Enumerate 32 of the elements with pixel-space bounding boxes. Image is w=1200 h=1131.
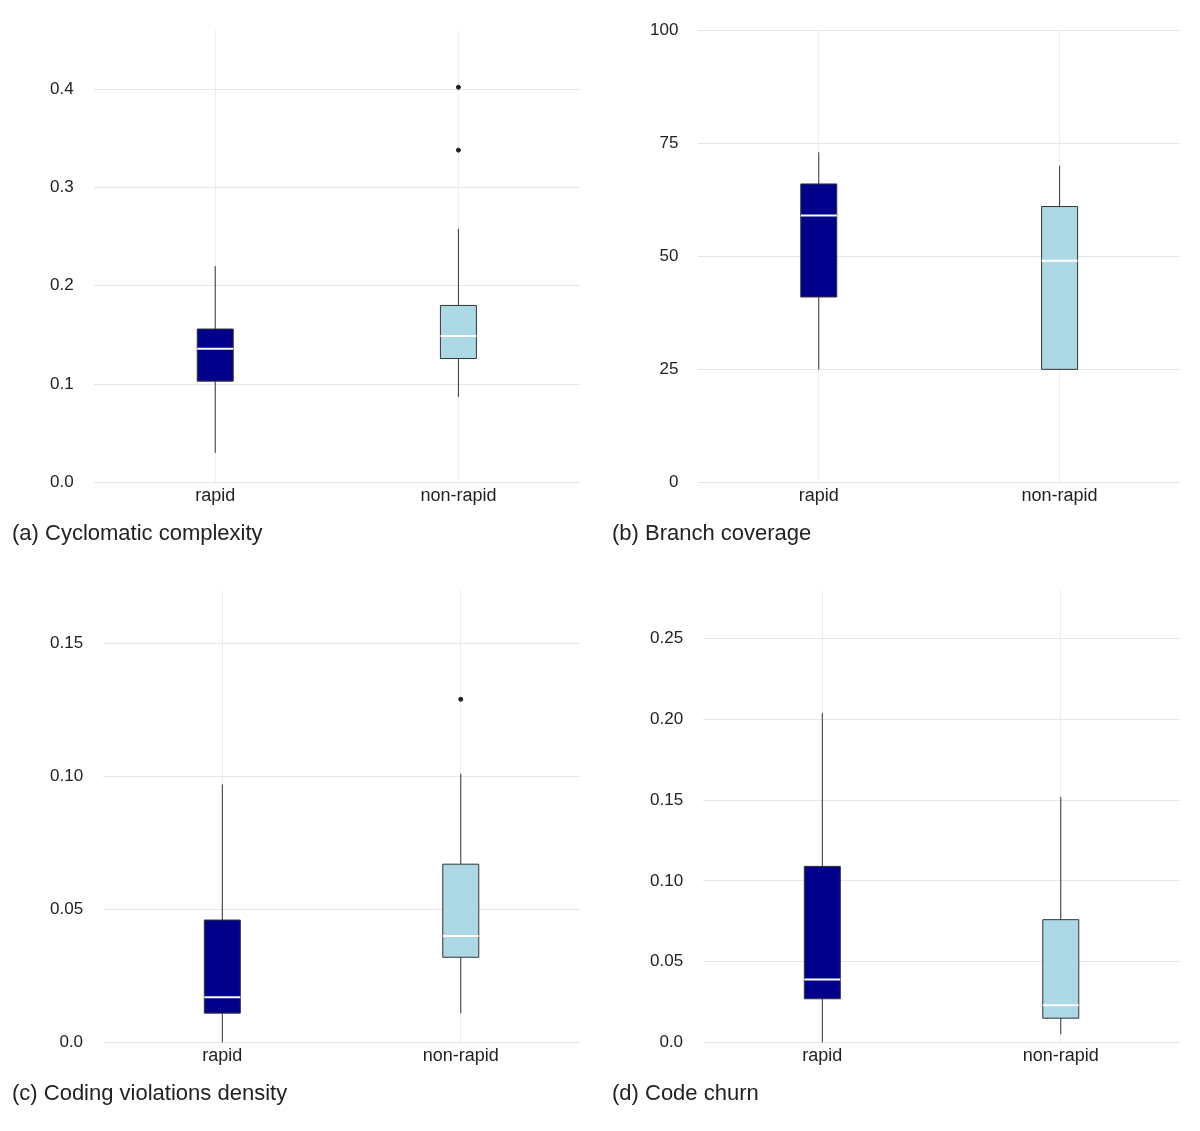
y-tick-label: 50 bbox=[659, 245, 679, 265]
y-tick-label: 0.0 bbox=[659, 1032, 684, 1052]
y-tick-label: 0.05 bbox=[49, 899, 84, 919]
text: (c) Coding violations density bbox=[11, 1080, 289, 1107]
y-tick-label: 0.05 bbox=[649, 951, 684, 971]
y-tick-label: 0.15 bbox=[649, 789, 684, 809]
y-tick-label: 0.3 bbox=[49, 177, 74, 197]
text: (d) Code churn bbox=[611, 1080, 760, 1107]
y-tick-label: 0.0 bbox=[49, 472, 74, 492]
y-tick-label: 25 bbox=[659, 359, 679, 379]
x-tick-label: rapid bbox=[802, 1045, 843, 1066]
text: (b) Branch coverage bbox=[611, 520, 813, 547]
y-tick-label: 0.0 bbox=[59, 1032, 84, 1052]
y-tick-label: 0.1 bbox=[49, 373, 74, 393]
y-tick-label: 0.2 bbox=[49, 275, 74, 295]
y-tick-label: 75 bbox=[659, 132, 679, 152]
x-tick-label: non-rapid bbox=[422, 1045, 499, 1066]
y-tick-label: 0.25 bbox=[649, 628, 684, 648]
x-tick-label: rapid bbox=[195, 485, 236, 506]
y-tick-label: 0.15 bbox=[49, 633, 84, 653]
text: (a) Cyclomatic complexity bbox=[11, 520, 264, 547]
x-tick-label: non-rapid bbox=[1021, 485, 1098, 506]
x-tick-label: non-rapid bbox=[1022, 1045, 1099, 1066]
y-tick-label: 0.10 bbox=[49, 766, 84, 786]
y-tick-label: 0.4 bbox=[49, 78, 74, 98]
y-tick-label: 0 bbox=[668, 472, 679, 492]
y-tick-label: 0.10 bbox=[649, 870, 684, 890]
y-tick-label: 0.20 bbox=[649, 709, 684, 729]
x-tick-label: rapid bbox=[798, 485, 839, 506]
x-tick-label: non-rapid bbox=[420, 485, 497, 506]
x-tick-label: rapid bbox=[202, 1045, 243, 1066]
y-tick-label: 100 bbox=[649, 19, 679, 39]
